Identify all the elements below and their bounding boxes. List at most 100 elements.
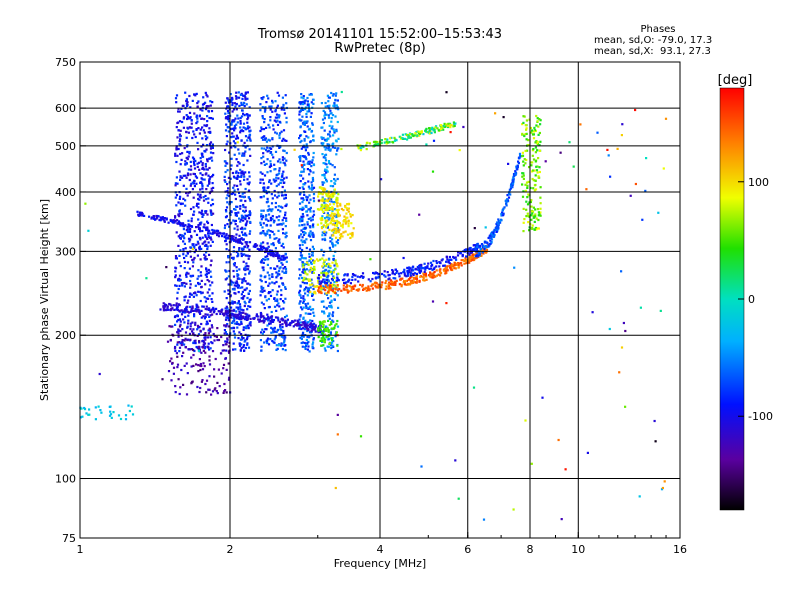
scatter-point <box>485 248 489 252</box>
scatter-point <box>232 237 235 240</box>
scatter-point <box>323 320 326 323</box>
scatter-point <box>226 116 229 119</box>
scatter-point <box>277 205 280 208</box>
scatter-point <box>328 263 331 266</box>
scatter-point <box>425 127 428 130</box>
scatter-point <box>242 205 245 208</box>
scatter-point <box>235 170 238 173</box>
scatter-point <box>328 96 331 99</box>
scatter-point <box>267 245 270 248</box>
scatter-point <box>204 300 207 303</box>
scatter-point <box>332 142 335 145</box>
scatter-point <box>301 197 305 200</box>
scatter-point <box>410 282 413 285</box>
scatter-point <box>538 212 541 215</box>
scatter-point <box>208 319 211 322</box>
scatter-point <box>248 126 251 129</box>
scatter-point <box>329 281 332 284</box>
scatter-point <box>182 253 185 256</box>
scatter-point <box>336 149 339 152</box>
scatter-point <box>230 157 233 160</box>
scatter-point <box>323 205 326 208</box>
scatter-point <box>433 128 436 132</box>
scatter-point <box>234 105 237 108</box>
scatter-point <box>333 227 336 230</box>
scatter-point <box>178 274 182 277</box>
scatter-point <box>210 210 213 213</box>
scatter-point <box>325 180 328 183</box>
scatter-point <box>327 137 330 140</box>
scatter-point <box>185 362 188 365</box>
scatter-point <box>204 273 207 276</box>
scatter-point <box>261 178 264 181</box>
scatter-point <box>187 225 190 228</box>
scatter-point <box>460 259 463 262</box>
scatter-point <box>268 165 272 168</box>
scatter-point <box>189 116 192 119</box>
scatter-point <box>524 124 527 127</box>
scatter-point <box>196 328 199 331</box>
scatter-point <box>264 234 267 237</box>
scatter-point <box>227 362 230 365</box>
scatter-point <box>309 261 313 264</box>
scatter-point <box>302 177 305 180</box>
scatter-point <box>248 248 251 251</box>
scatter-point <box>335 322 338 326</box>
scatter-point <box>321 193 324 196</box>
scatter-point <box>261 328 264 331</box>
scatter-point <box>225 316 228 319</box>
scatter-point <box>408 283 411 286</box>
scatter-point <box>248 148 251 151</box>
scatter-point <box>342 284 345 287</box>
scatter-point <box>300 324 303 327</box>
scatter-point <box>300 170 303 173</box>
scatter-point <box>241 253 244 256</box>
scatter-point <box>275 116 279 119</box>
scatter-point <box>536 149 539 152</box>
scatter-point <box>478 245 481 248</box>
scatter-point <box>238 317 241 320</box>
scatter-point <box>197 225 200 228</box>
scatter-point <box>182 126 185 129</box>
scatter-point <box>202 305 205 308</box>
scatter-point <box>177 378 180 381</box>
scatter-point <box>312 271 315 274</box>
scatter-point <box>246 265 249 268</box>
scatter-point <box>278 257 281 260</box>
scatter-point <box>169 339 172 342</box>
scatter-point <box>327 345 330 348</box>
scatter-point <box>208 116 211 120</box>
scatter-point <box>230 146 233 149</box>
scatter-point <box>322 136 325 140</box>
scatter-point <box>537 176 540 179</box>
scatter-point <box>178 284 181 287</box>
scatter-point <box>312 338 315 341</box>
scatter-point <box>192 364 195 367</box>
scatter-point <box>325 194 328 197</box>
scatter-point <box>335 92 338 95</box>
scatter-point <box>351 214 354 217</box>
scatter-point <box>264 137 267 140</box>
scatter-point <box>335 209 338 212</box>
scatter-point <box>309 235 312 238</box>
scatter-point <box>180 212 183 215</box>
scatter-point <box>236 188 240 191</box>
scatter-point <box>241 195 244 198</box>
scatter-point <box>242 328 245 331</box>
scatter-point <box>338 222 341 225</box>
scatter-point <box>200 316 203 319</box>
scatter-point <box>422 267 425 270</box>
scatter-point <box>196 117 199 120</box>
scatter-point <box>500 219 503 222</box>
scatter-point <box>202 315 205 318</box>
scatter-point <box>415 268 418 271</box>
scatter-point <box>193 256 196 260</box>
scatter-point <box>210 204 213 207</box>
scatter-point <box>534 160 537 163</box>
scatter-point <box>182 116 186 119</box>
scatter-point <box>488 234 491 237</box>
scatter-point <box>197 281 200 285</box>
scatter-point <box>165 266 168 269</box>
scatter-point <box>325 169 328 172</box>
scatter-point <box>333 188 336 191</box>
